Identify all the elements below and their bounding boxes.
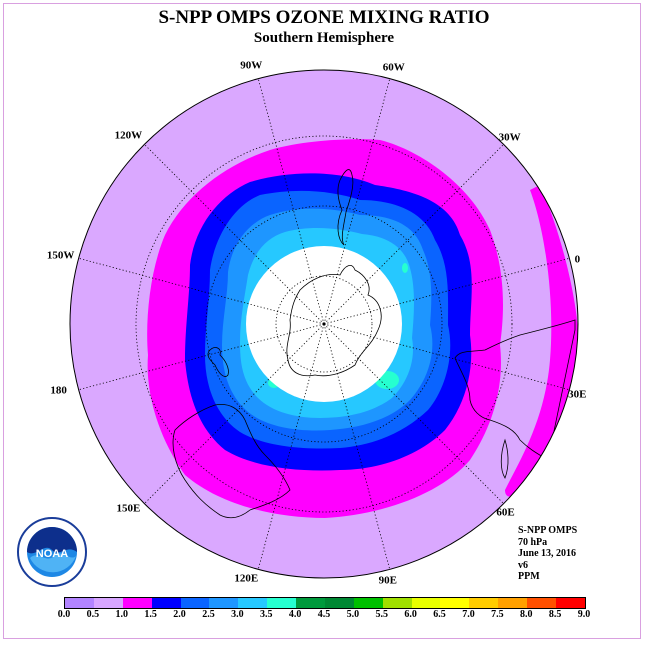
info-line-units: PPM: [518, 571, 540, 582]
noaa-logo-text: NOAA: [36, 548, 68, 560]
colorbar-tick-label: 1.0: [115, 609, 129, 620]
antarctica-coast: [286, 265, 382, 377]
meridian-line: [144, 323, 325, 504]
colorbar-tick-label: 4.5: [317, 609, 331, 620]
longitude-label: 180: [50, 385, 67, 397]
colorbar-swatch: [65, 598, 94, 608]
colorbar-swatch: [93, 598, 123, 608]
colorbar-swatch: [296, 598, 325, 608]
colorbar-tick-label: 2.0: [173, 609, 186, 620]
longitude-label: 120E: [234, 572, 258, 584]
meridian-lines: [78, 78, 570, 570]
meridian-line: [323, 78, 391, 325]
colorbar-swatch: [324, 598, 354, 608]
longitude-label: 120W: [115, 129, 143, 141]
south-america-coast: [337, 169, 354, 246]
colorbar-tick-label: 5.5: [375, 609, 389, 620]
info-line-level: 70 hPa: [518, 536, 548, 548]
longitude-label: 30E: [568, 389, 586, 401]
info-line-version: v6: [518, 559, 528, 571]
colorbar-tick-label: 5.0: [346, 609, 360, 620]
meridian-line: [323, 323, 391, 570]
colorbar-swatch: [151, 598, 181, 608]
longitude-label: 150E: [116, 503, 140, 515]
meridian-line: [257, 323, 325, 570]
meridian-line: [78, 257, 325, 325]
longitude-label: 0: [575, 253, 581, 265]
australia-coast: [172, 403, 291, 519]
colorbar-tick-label: 3.5: [259, 609, 273, 620]
info-line-date: June 13, 2016: [518, 548, 577, 559]
meridian-line: [323, 323, 570, 391]
colorbar-swatch: [238, 598, 268, 608]
longitude-label: 30W: [499, 131, 521, 143]
colorbar-tick-label: 9.0: [577, 609, 591, 620]
colorbar-tick-label: 8.5: [548, 609, 562, 620]
colorbar-swatch: [527, 598, 556, 608]
new-zealand-coast: [207, 347, 229, 377]
colorbar-tick-label: 0.0: [57, 609, 71, 620]
longitude-label: 90E: [379, 574, 397, 586]
colorbar-tick-label: 0.5: [86, 609, 100, 620]
colorbar-tick-label: 6.0: [404, 609, 417, 620]
contour-band-teal-north: [402, 263, 408, 273]
meridian-line: [323, 144, 504, 325]
meridian-line: [78, 323, 325, 391]
africa-coast: [454, 319, 576, 461]
colorbar-tick-label: 7.0: [462, 609, 475, 620]
info-line-instrument: S-NPP OMPS: [518, 525, 578, 536]
colorbar-ticks: 0.0 0.5 1.0 1.5 2.0 2.5 3.0 3.5 4.0 4.5 5.0 5.5 6.0 6…: [58, 609, 591, 623]
longitude-label: 60E: [496, 507, 514, 519]
colorbar-swatch: [555, 598, 585, 608]
image-frame: [3, 3, 641, 639]
colorbar-swatch: [122, 598, 152, 608]
colorbar-swatch: [440, 598, 470, 608]
meridian-line: [144, 144, 325, 325]
meridian-line: [323, 257, 570, 325]
longitude-labels: 90W 60W 30W 0 30E 60E 90E 120E 150E 180 150W 120W: [47, 60, 587, 587]
longitude-label: 60W: [383, 62, 405, 74]
noaa-seal-icon: NOAA: [17, 517, 87, 587]
colorbar-tick-label: 2.5: [202, 609, 215, 620]
graticule: [135, 135, 513, 513]
madagascar-coast: [500, 438, 509, 479]
longitude-label: 150W: [47, 249, 75, 261]
colorbar-tick-label: 7.5: [491, 609, 504, 620]
colorbar-swatch: [382, 598, 412, 608]
colorbar-swatch: [209, 598, 239, 608]
colorbar-tick-label: 4.0: [288, 609, 302, 620]
map-subtitle: Southern Hemisphere: [253, 30, 395, 46]
map-title: S-NPP OMPS OZONE MIXING RATIO: [158, 7, 490, 28]
colorbar-swatch: [411, 598, 441, 608]
colorbar-swatch: [469, 598, 499, 608]
colorbar-swatch: [353, 598, 383, 608]
colorbar-tick-label: 8.0: [519, 609, 533, 620]
meridian-line: [323, 323, 504, 504]
colorbar: [64, 597, 586, 609]
meridian-line: [257, 78, 325, 325]
longitude-label: 90W: [240, 60, 262, 72]
colorbar-swatch: [267, 598, 296, 608]
colorbar-tick-label: 6.5: [433, 609, 446, 620]
colorbar-tick-label: 1.5: [144, 609, 157, 620]
colorbar-swatch: [498, 598, 527, 608]
colorbar-swatch: [180, 598, 210, 608]
south-pole-marker: [322, 322, 326, 326]
map-boundary: [69, 69, 579, 579]
product-info: S-NPP OMPS 70 hPa June 13, 2016 v6 PPM: [518, 525, 577, 583]
colorbar-tick-label: 3.0: [231, 609, 244, 620]
